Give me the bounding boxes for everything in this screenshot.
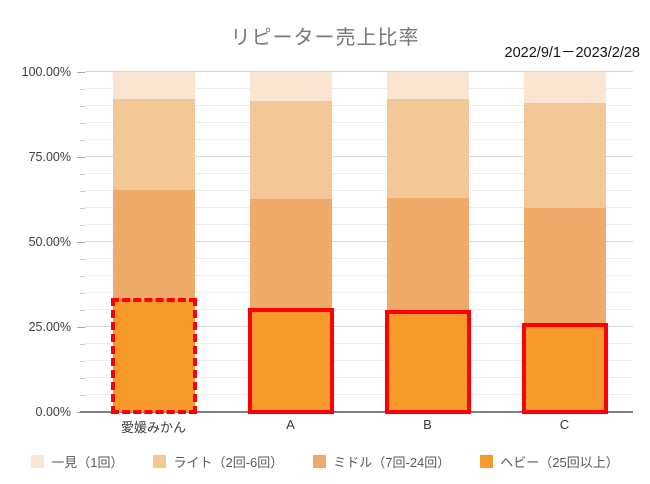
y-axis-label-50: 50.00%	[28, 235, 71, 249]
stacked-bar-愛媛みかん	[110, 72, 197, 414]
y-tick-50	[77, 242, 85, 243]
legend-label: ヘビー（25回以上）	[500, 455, 619, 470]
legend-item-ヘビー（25回以上）: ヘビー（25回以上）	[480, 452, 619, 471]
bar-slot-C	[496, 72, 633, 414]
segment-A-ライト（2回-6回）	[249, 100, 332, 200]
legend-label: ミドル（7回-24回）	[333, 455, 451, 470]
bar-slot-A	[222, 72, 359, 414]
x-axis-label-B: B	[423, 417, 432, 432]
x-axis-label-A: A	[286, 417, 295, 432]
y-tick-80	[80, 140, 85, 141]
stacked-bar-C	[521, 72, 608, 414]
gridline-30	[85, 309, 633, 310]
segment-B-ライト（2回-6回）	[386, 99, 469, 198]
gridline-45	[85, 258, 633, 259]
legend-swatch-icon	[31, 455, 45, 468]
segment-B-ミドル（7回-24回）	[386, 197, 469, 312]
gridline-55	[85, 224, 633, 225]
gridline-35	[85, 292, 633, 293]
chart-title: リピーター売上比率	[230, 27, 420, 49]
y-tick-85	[80, 123, 85, 124]
segment-B-ヘビー（25回以上）	[384, 309, 471, 414]
gridline-15	[85, 360, 633, 361]
gridline-85	[85, 122, 633, 123]
legend-item-一見（1回）: 一見（1回）	[31, 452, 123, 471]
y-axis-label-75: 75.00%	[28, 150, 71, 164]
highlight-border-A	[247, 307, 334, 414]
gridline-10	[85, 377, 633, 378]
bar-slot-B	[359, 72, 496, 414]
y-axis-label-0: 0.00%	[35, 405, 71, 419]
highlight-border-B	[384, 309, 471, 414]
gridline-100	[85, 71, 633, 72]
y-tick-70	[80, 174, 85, 175]
y-tick-20	[80, 344, 85, 345]
legend-item-ライト（2回-6回）: ライト（2回-6回）	[153, 452, 283, 471]
y-tick-100	[77, 72, 85, 73]
y-tick-35	[80, 293, 85, 294]
y-tick-90	[80, 106, 85, 107]
y-tick-55	[80, 225, 85, 226]
y-axis: 100.00% 75.00% 50.00% 25.00% 0.00%	[0, 65, 85, 419]
segment-愛媛みかん-ヘビー（25回以上）	[110, 297, 197, 414]
y-tick-40	[80, 276, 85, 277]
segment-A-ヘビー（25回以上）	[247, 307, 334, 414]
segment-愛媛みかん-一見（1回）	[112, 72, 195, 100]
highlight-border-愛媛みかん	[110, 297, 197, 414]
y-tick-30	[80, 310, 85, 311]
plot-area	[80, 71, 633, 414]
y-tick-45	[80, 259, 85, 260]
segment-C-ライト（2回-6回）	[523, 102, 606, 208]
y-tick-25	[77, 327, 85, 328]
gridline-70	[85, 173, 633, 174]
y-tick-65	[80, 191, 85, 192]
gridline-75	[85, 156, 633, 157]
y-tick-95	[80, 89, 85, 90]
gridline-60	[85, 207, 633, 208]
gridline-5	[85, 394, 633, 395]
legend-label: 一見（1回）	[51, 455, 124, 470]
legend: 一見（1回） ライト（2回-6回） ミドル（7回-24回） ヘビー（25回以上）	[0, 452, 650, 471]
segment-C-一見（1回）	[523, 72, 606, 103]
y-tick-10	[80, 378, 85, 379]
gridline-20	[85, 343, 633, 344]
highlight-border-C	[521, 323, 608, 414]
stacked-bar-B	[384, 72, 471, 414]
gridline-65	[85, 190, 633, 191]
legend-item-ミドル（7回-24回）: ミドル（7回-24回）	[313, 452, 450, 471]
y-tick-5	[80, 395, 85, 396]
segment-愛媛みかん-ミドル（7回-24回）	[112, 189, 195, 300]
gridline-40	[85, 275, 633, 276]
gridline-50	[85, 241, 633, 242]
legend-swatch-icon	[313, 455, 327, 468]
y-axis-label-25: 25.00%	[28, 320, 71, 334]
x-axis-labels: 愛媛みかん A B C	[85, 417, 633, 436]
y-axis-label-100: 100.00%	[21, 65, 71, 79]
stacked-bar-A	[247, 72, 334, 414]
x-axis-label-愛媛みかん: 愛媛みかん	[120, 420, 186, 435]
legend-swatch-icon	[480, 455, 494, 468]
y-tick-60	[80, 208, 85, 209]
date-range-label: 2022/9/1－2023/2/28	[504, 45, 640, 61]
segment-C-ヘビー（25回以上）	[521, 323, 608, 414]
segment-C-ミドル（7回-24回）	[523, 207, 606, 326]
y-tick-15	[80, 361, 85, 362]
segment-A-ミドル（7回-24回）	[249, 199, 332, 310]
gridline-80	[85, 139, 633, 140]
segment-A-一見（1回）	[249, 72, 332, 101]
y-tick-75	[77, 157, 85, 158]
legend-swatch-icon	[153, 455, 167, 468]
x-axis-label-C: C	[559, 417, 570, 432]
segment-B-一見（1回）	[386, 72, 469, 100]
gridline-90	[85, 105, 633, 106]
gridline-95	[85, 88, 633, 89]
gridline-25	[85, 326, 633, 327]
segment-愛媛みかん-ライト（2回-6回）	[112, 99, 195, 190]
x-axis-line	[80, 411, 633, 413]
bars-container	[85, 72, 633, 414]
legend-label: ライト（2回-6回）	[173, 455, 284, 470]
bar-slot-愛媛みかん	[85, 72, 222, 414]
